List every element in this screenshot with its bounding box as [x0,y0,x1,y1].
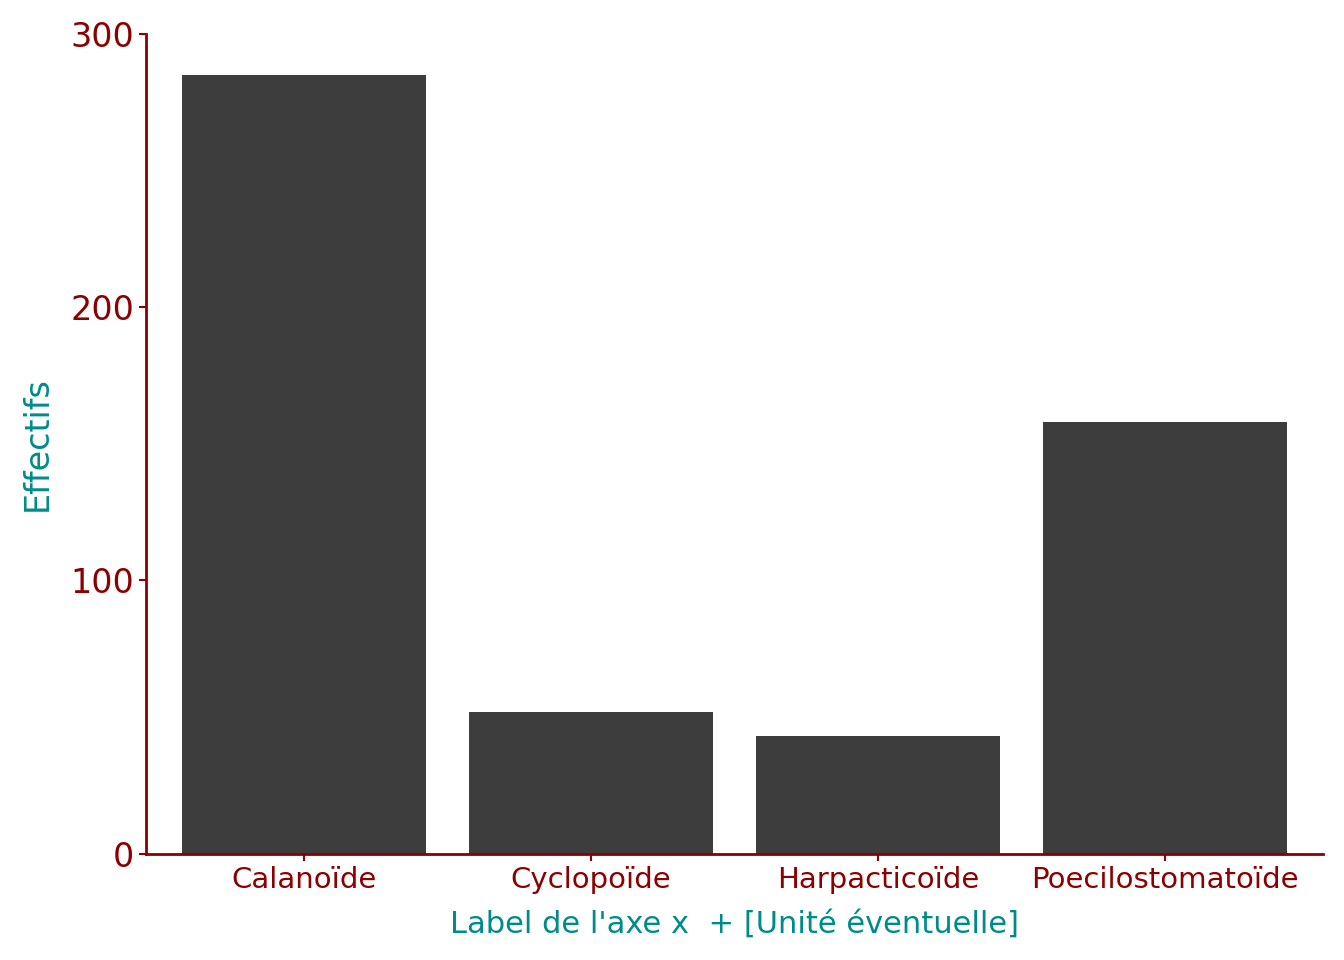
Bar [1043,421,1288,853]
X-axis label: Label de l'axe x  + [Unité éventuelle]: Label de l'axe x + [Unité éventuelle] [450,910,1019,939]
Y-axis label: Effectifs: Effectifs [22,376,54,512]
Bar [469,711,714,853]
Bar [181,75,426,853]
Bar [757,736,1000,853]
